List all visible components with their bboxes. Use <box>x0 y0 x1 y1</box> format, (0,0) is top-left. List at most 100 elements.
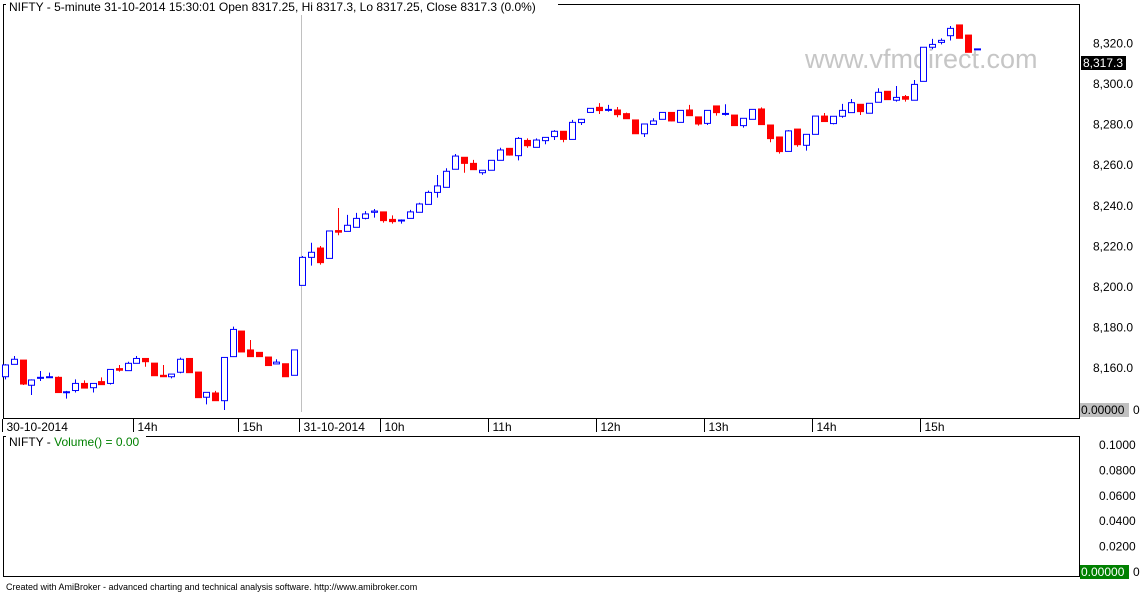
candle <box>839 103 846 118</box>
candle <box>929 38 936 50</box>
y-tick-label: 8,160.0 <box>1093 361 1133 375</box>
candle-body <box>956 24 963 39</box>
candle <box>37 371 44 381</box>
candle-body <box>785 130 792 152</box>
candle-body <box>857 103 864 113</box>
candle <box>560 130 567 143</box>
y-tick-label: 8,280.0 <box>1093 118 1133 132</box>
candle-body <box>380 211 387 222</box>
candle-body <box>398 219 405 222</box>
candle <box>542 136 549 145</box>
candle-body <box>830 115 837 125</box>
candle <box>380 211 387 223</box>
candle-body <box>282 363 289 378</box>
candle <box>72 379 79 393</box>
x-tick-label: 30-10-2014 <box>7 420 69 434</box>
candle <box>11 356 18 365</box>
volume-y-tick-label: 0.0600 <box>1099 489 1136 503</box>
candle-body <box>425 191 432 205</box>
candle-body <box>974 48 981 51</box>
candle-body <box>965 34 972 53</box>
candle-body <box>37 376 44 379</box>
candle-body <box>776 136 783 153</box>
y-tick-label: 8,320.0 <box>1093 36 1133 50</box>
candle <box>587 107 594 113</box>
candle <box>443 168 450 188</box>
candle <box>186 357 193 374</box>
candle <box>749 108 756 120</box>
candle <box>821 113 828 123</box>
candles-layer <box>2 24 981 411</box>
candle-body <box>90 382 97 389</box>
candle <box>116 364 123 372</box>
candle <box>677 109 684 123</box>
candle-body <box>98 381 105 386</box>
candle <box>965 34 972 53</box>
candle-body <box>11 358 18 365</box>
candle-body <box>767 124 774 140</box>
candle-body <box>479 169 486 174</box>
candle <box>2 364 9 380</box>
candle <box>614 106 621 118</box>
volume-current-value: 0.00000 <box>1081 565 1125 579</box>
volume-y-tick-label: 0.1000 <box>1099 438 1136 452</box>
candle-body <box>168 373 175 378</box>
candle <box>794 128 801 147</box>
candle <box>425 190 432 205</box>
candle-body <box>299 256 306 286</box>
candle-body <box>308 251 315 258</box>
candle-body <box>488 159 495 171</box>
candle <box>256 351 263 358</box>
candle-body <box>605 108 612 111</box>
x-tick-label: 14h <box>138 420 158 434</box>
candle <box>63 390 70 399</box>
candle <box>452 154 459 170</box>
candle <box>686 104 693 117</box>
volume-y-axis[interactable]: 0.1000 0.0800 0.0600 0.0400 0.0200 <box>1099 438 1136 554</box>
candle-body <box>938 39 945 43</box>
x-tick-label: 15h <box>925 420 945 434</box>
candle <box>203 391 210 405</box>
candle-body <box>55 376 62 394</box>
candle <box>776 136 783 154</box>
y-tick-label: 8,180.0 <box>1093 321 1133 335</box>
candle <box>133 356 140 364</box>
candle <box>461 156 468 173</box>
last-price-box <box>1081 56 1126 70</box>
candle <box>893 86 900 102</box>
candle <box>578 118 585 126</box>
candle-body <box>28 379 35 386</box>
volume-current-zero: 0 <box>1133 565 1140 579</box>
candle <box>722 104 729 116</box>
candle-body <box>416 203 423 213</box>
candle <box>506 147 513 156</box>
price-pane[interactable] <box>3 4 1080 419</box>
candle-body <box>81 382 88 389</box>
candle-body <box>623 113 630 120</box>
candle-body <box>265 356 272 367</box>
volume-pane[interactable] <box>3 436 1080 577</box>
candle <box>247 339 254 358</box>
candle-body <box>731 114 738 127</box>
candle <box>46 372 53 379</box>
candle <box>596 103 603 115</box>
candle <box>125 361 132 372</box>
candle-body <box>794 128 801 146</box>
candle-body <box>335 230 342 233</box>
candle <box>803 133 810 151</box>
candle <box>668 111 675 122</box>
price-y-axis[interactable]: 8,160.0 8,180.0 8,200.0 8,220.0 8,240.0 8,260… <box>1093 36 1133 375</box>
candle <box>326 230 333 259</box>
candle-body <box>911 83 918 101</box>
candle <box>221 356 228 411</box>
x-tick-label: 11h <box>493 420 512 434</box>
candle <box>569 119 576 140</box>
candle-body <box>884 90 891 101</box>
x-tick-label: 12h <box>601 420 621 434</box>
candle <box>551 130 558 141</box>
candle <box>265 356 272 367</box>
candle <box>731 114 738 127</box>
candle <box>407 209 414 219</box>
candle <box>308 242 315 266</box>
